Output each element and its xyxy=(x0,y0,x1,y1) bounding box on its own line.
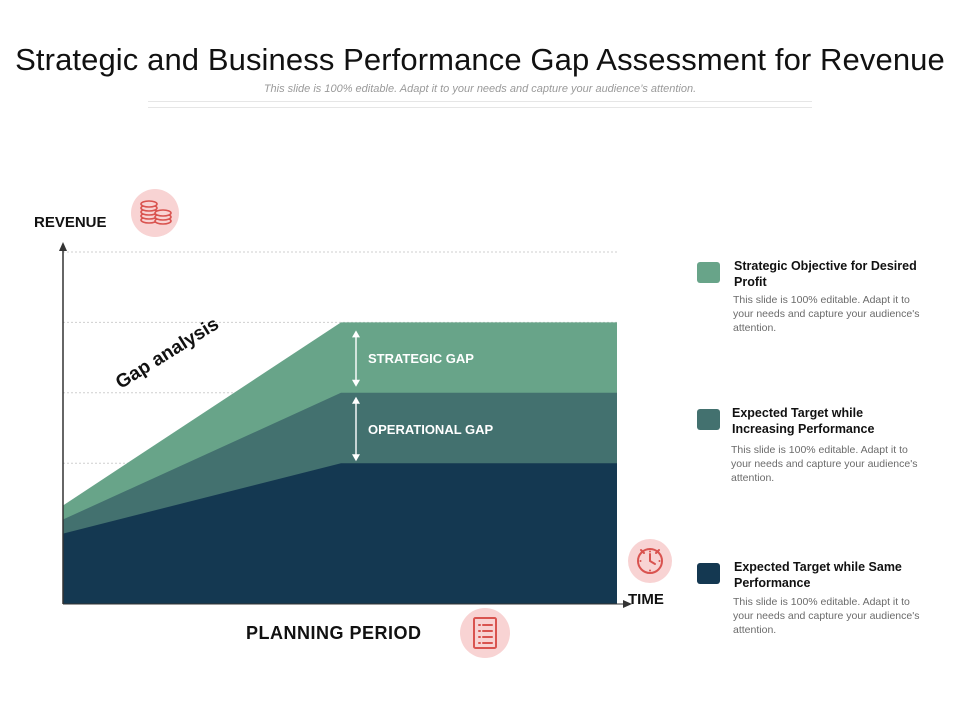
x-axis-arrowhead xyxy=(623,600,632,608)
planning-period-label: PLANNING PERIOD xyxy=(246,623,422,643)
operational-gap-arrow xyxy=(352,396,360,462)
planning-checklist-icon xyxy=(460,608,510,658)
page-subtitle: This slide is 100% editable. Adapt it to… xyxy=(263,83,697,95)
y-axis-arrowhead xyxy=(59,242,67,251)
legend-title-same: Expected Target while Same Performance xyxy=(734,560,902,590)
x-axis-label: TIME xyxy=(628,591,664,608)
page-title: Strategic and Business Performance Gap A… xyxy=(15,42,945,77)
legend-desc-increasing: This slide is 100% editable. Adapt it to… xyxy=(731,444,918,484)
legend-swatch-increasing xyxy=(697,409,720,430)
strategic-gap-label: STRATEGIC GAP xyxy=(368,351,474,366)
legend-desc-strategic: This slide is 100% editable. Adapt it to… xyxy=(733,294,920,334)
strategic-gap-arrow xyxy=(352,330,360,387)
operational-gap-label: OPERATIONAL GAP xyxy=(368,422,494,437)
legend-swatch-strategic xyxy=(697,262,720,283)
time-clock-icon xyxy=(628,539,672,583)
y-axis-label: REVENUE xyxy=(34,214,107,231)
legend-swatch-same xyxy=(697,563,720,584)
legend-title-increasing: Expected Target while Increasing Perform… xyxy=(732,406,875,436)
legend-title-strategic: Strategic Objective for Desired Profit xyxy=(734,259,917,289)
revenue-coins-icon xyxy=(131,189,179,237)
legend-desc-same: This slide is 100% editable. Adapt it to… xyxy=(733,596,920,636)
subtitle-rule-bottom xyxy=(148,107,812,108)
area-expected-target-while-same-performance xyxy=(63,463,617,604)
subtitle-rule-top xyxy=(148,101,812,102)
